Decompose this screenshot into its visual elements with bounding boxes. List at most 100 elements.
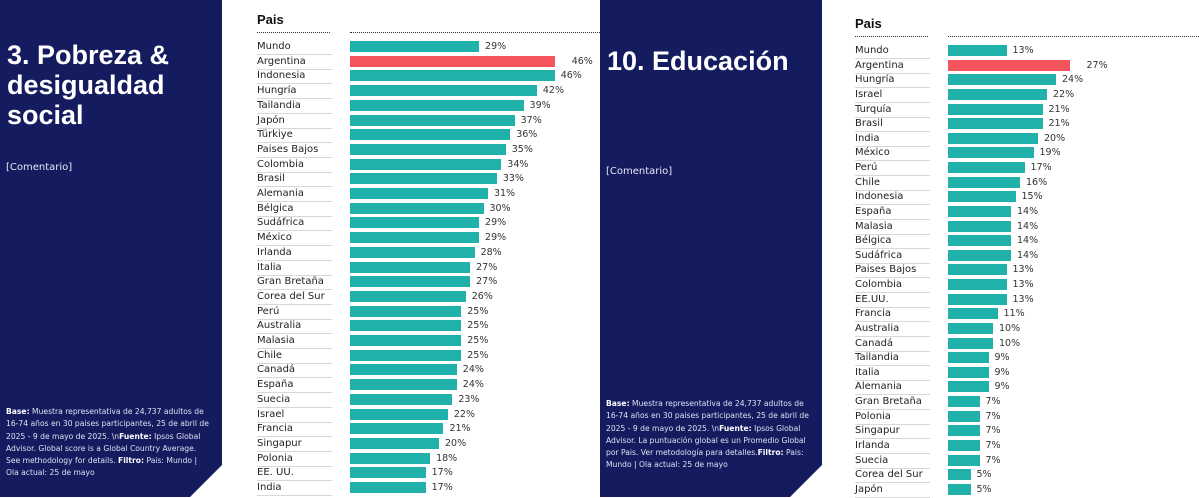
category-label: México [257, 231, 332, 247]
bar [350, 335, 462, 346]
bar [948, 249, 1011, 261]
bar [948, 118, 1043, 130]
category-label: Japón [257, 114, 332, 129]
bar [948, 366, 989, 378]
bar [948, 440, 980, 451]
category-label: Perú [257, 305, 332, 320]
value-label: 29% [485, 232, 507, 244]
value-label: 37% [520, 114, 542, 126]
bar [948, 322, 993, 334]
bar [350, 202, 484, 214]
category-label: Canadá [855, 337, 930, 352]
category-label: Argentina [855, 59, 930, 74]
category-label: Mundo [855, 44, 930, 59]
left-panel: 3. Pobreza & desigualdad social [Comenta… [0, 0, 222, 497]
value-label: 20% [445, 437, 467, 449]
category-label: Polonia [855, 410, 930, 425]
category-label: India [855, 132, 930, 147]
bar [350, 452, 431, 464]
bar [350, 129, 511, 141]
bar-row: México 19% [855, 146, 1199, 162]
category-label: Turquía [855, 103, 930, 118]
bar [350, 305, 462, 317]
category-label: Hungría [855, 73, 930, 89]
bar-row: Bélgica 30% [257, 202, 600, 217]
bar [350, 437, 439, 449]
value-label: 7% [985, 454, 1001, 466]
bar-row: Singapur 20% [257, 437, 600, 452]
bar-row: Brasil 21% [855, 117, 1199, 133]
bar-row: México 29% [257, 231, 600, 247]
bar [948, 220, 1011, 232]
bar [948, 381, 989, 393]
bar-row: Hungría 24% [855, 73, 1199, 89]
value-label: 21% [449, 423, 471, 435]
category-label: Francia [257, 422, 332, 438]
bar-row: Chile 16% [855, 176, 1199, 191]
category-label: Israel [855, 88, 930, 103]
value-label: 46% [571, 55, 593, 67]
value-label: 29% [485, 217, 507, 229]
category-label: Hungría [257, 84, 332, 100]
bar-row: Canadá 24% [257, 363, 600, 379]
value-label: 20% [1044, 132, 1066, 144]
category-label: Brasil [257, 172, 332, 188]
bar [948, 59, 1070, 71]
bar-row: Corea del Sur 26% [257, 290, 600, 305]
value-label: 42% [542, 85, 565, 97]
bar [948, 293, 1007, 305]
bar-row: Corea del Sur 5% [855, 468, 1199, 484]
bar-row: EE. UU. 17% [257, 466, 600, 482]
bar [350, 173, 497, 185]
category-label: Colombia [855, 278, 930, 294]
bar [350, 290, 466, 302]
category-label: España [855, 205, 930, 220]
bar [350, 41, 480, 52]
value-label: 34% [507, 158, 529, 170]
bar-row: Tailandia 39% [257, 99, 600, 114]
category-label: Alemania [257, 187, 332, 202]
value-label: 5% [976, 483, 992, 495]
bar-row: España 24% [257, 378, 600, 394]
bar-row: India 17% [257, 481, 600, 496]
bar-row: Colombia 34% [257, 158, 600, 173]
value-label: 17% [431, 482, 453, 493]
value-label: 24% [462, 379, 484, 391]
bar [948, 147, 1034, 159]
bar [350, 423, 444, 435]
value-label: 16% [1026, 176, 1048, 188]
category-label: Italia [855, 366, 930, 381]
category-label: Francia [855, 307, 930, 323]
bar-row: Alemania 9% [855, 380, 1199, 396]
value-label: 28% [480, 246, 502, 258]
bar-row: Chile 25% [257, 349, 600, 364]
value-label: 14% [1017, 220, 1039, 232]
bar [350, 246, 475, 258]
category-label: Colombia [257, 158, 332, 173]
bar [350, 158, 502, 170]
category-label: Alemania [855, 380, 930, 396]
category-label: México [855, 146, 930, 162]
bar-row: Argentina 27% [855, 59, 1199, 74]
bar [350, 320, 462, 332]
category-label: Japón [855, 483, 930, 498]
bar-row: Paises Bajos 13% [855, 263, 1199, 279]
bar [948, 235, 1011, 247]
bar-row: Italia 9% [855, 366, 1199, 381]
section-title: 3. Pobreza & desigualdad social [7, 40, 170, 130]
value-label: 26% [471, 290, 493, 302]
bar-row: Mundo 13% [855, 44, 1199, 59]
category-label: Singapur [855, 424, 930, 440]
value-label: 25% [467, 305, 489, 317]
bar-row: Israel 22% [257, 408, 600, 423]
category-label: Argentina [257, 55, 332, 70]
bar [948, 352, 989, 364]
value-label: 14% [1017, 205, 1039, 217]
category-label: Paises Bajos [257, 143, 332, 158]
bar-row: Israel 22% [855, 88, 1199, 103]
category-label: Australia [855, 322, 930, 337]
bar-row: Polonia 18% [257, 452, 600, 467]
category-label: Chile [257, 349, 332, 364]
category-label: España [257, 378, 332, 394]
category-label: Bélgica [855, 234, 930, 250]
